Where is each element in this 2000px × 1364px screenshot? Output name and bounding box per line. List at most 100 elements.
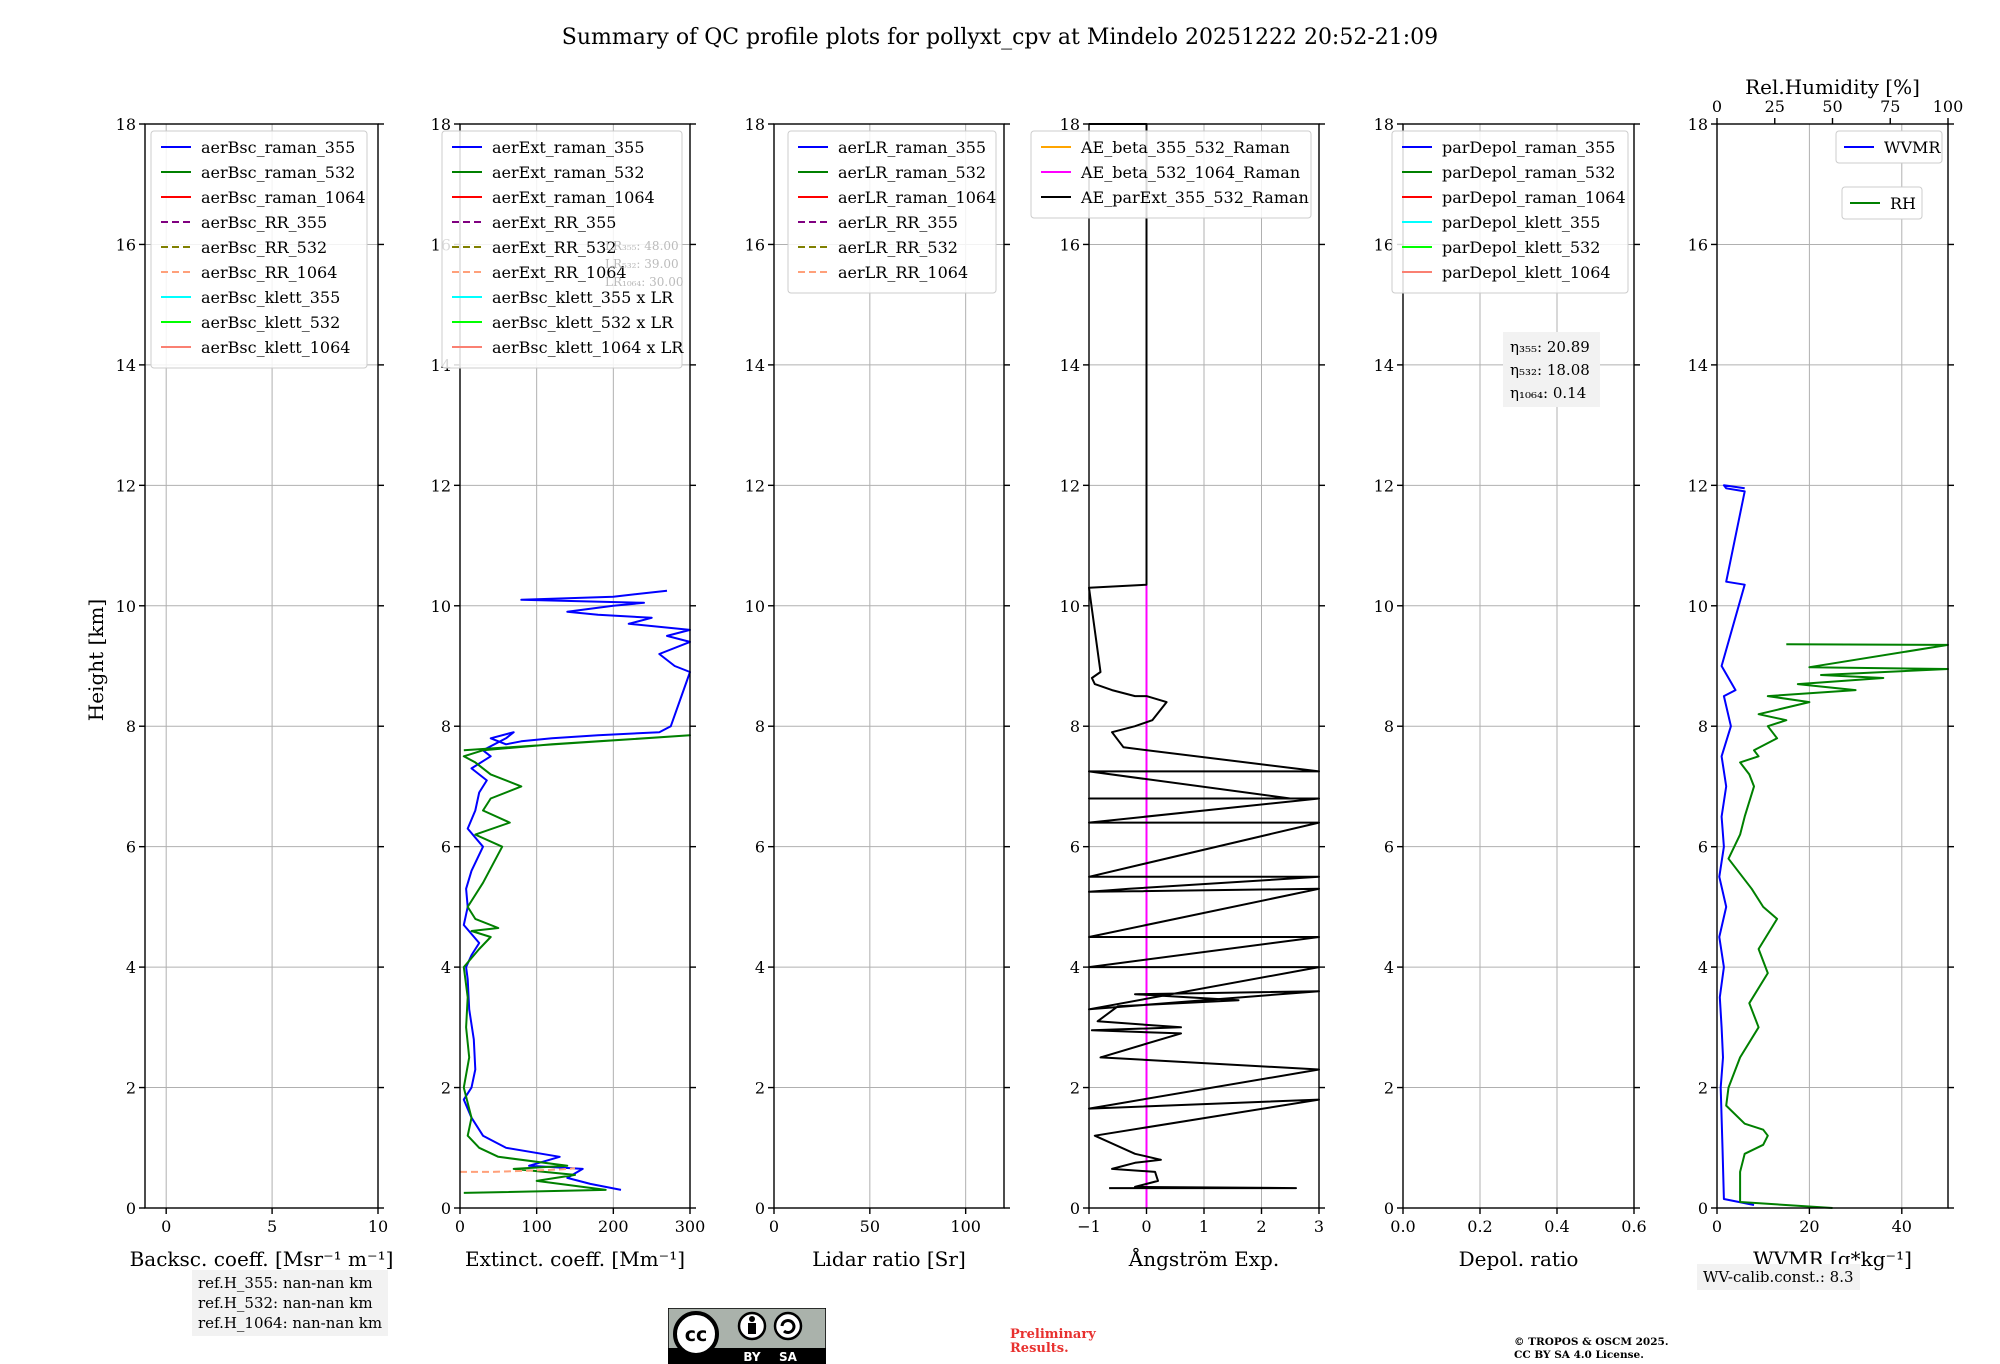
ytick-label-8: 8 xyxy=(1384,717,1394,736)
preliminary-line-1: Preliminary xyxy=(1010,1327,1096,1342)
xlabel-ae: Ångström Exp. xyxy=(1128,1246,1279,1271)
legend-entry: AE_beta_355_532_Raman xyxy=(1080,138,1290,157)
ytick-label-16: 16 xyxy=(1374,235,1394,254)
ytick-label-16: 16 xyxy=(745,235,765,254)
ytick-label-14: 14 xyxy=(1688,356,1708,375)
axes-frame xyxy=(1716,123,1949,1209)
ytick-label-4: 4 xyxy=(1698,958,1708,977)
ytick-label-18: 18 xyxy=(431,115,451,134)
legend-entry: aerExt_RR_1064 xyxy=(492,263,627,282)
legend-entry: aerExt_raman_1064 xyxy=(492,188,655,207)
legend-entry: parDepol_klett_532 xyxy=(1442,238,1600,257)
legend-entry: aerLR_RR_532 xyxy=(838,238,958,257)
legend-wv: WVMR RH xyxy=(1835,130,1943,220)
series-aerExt_raman_355 xyxy=(462,589,691,1191)
legend-entry: aerExt_raman_355 xyxy=(492,138,645,157)
ytick-label-4: 4 xyxy=(1070,958,1080,977)
top-tick-label-75: 75 xyxy=(1880,97,1900,116)
refh-355: ref.H_355: nan-nan km xyxy=(198,1274,373,1292)
legend-depol: parDepol_raman_355 parDepol_raman_532 parD… xyxy=(1391,130,1629,294)
legend-entry: aerExt_RR_532 xyxy=(492,238,616,257)
eta-note: η₃₅₅: 20.89 η₅₃₂: 18.08 η₁₀₆₄: 0.14 xyxy=(1503,332,1600,407)
ytick-label-10: 10 xyxy=(745,597,765,616)
eta-note-line: η₅₃₂: 18.08 xyxy=(1510,361,1590,379)
xtick-label-5: 5 xyxy=(267,1217,277,1236)
legend-entry: aerBsc_klett_532 x LR xyxy=(492,313,674,332)
height-axis-label: Height [km] xyxy=(84,599,108,721)
ytick-label-14: 14 xyxy=(1060,356,1080,375)
ytick-label-2: 2 xyxy=(1698,1079,1708,1098)
ytick-label-14: 14 xyxy=(1374,356,1394,375)
xtick-label-100: 100 xyxy=(521,1217,552,1236)
xtick-label--1: −1 xyxy=(1077,1217,1101,1236)
ytick-label-14: 14 xyxy=(116,356,136,375)
by-label: BY xyxy=(743,1350,760,1364)
ytick-label-8: 8 xyxy=(441,717,451,736)
ytick-label-10: 10 xyxy=(431,597,451,616)
xlabel-ext: Extinct. coeff. [Mm⁻¹] xyxy=(465,1247,685,1271)
figure-title: Summary of QC profile plots for pollyxt_… xyxy=(562,25,1438,50)
legend-ae: AE_beta_355_532_Raman AE_beta_532_1064_Ra… xyxy=(1030,130,1312,219)
legend-entry: aerExt_RR_355 xyxy=(492,213,616,232)
legend-lr: aerLR_raman_355 aerLR_raman_532 aerLR_rama… xyxy=(787,130,997,294)
ytick-label-0: 0 xyxy=(1384,1199,1394,1218)
xlabel-bsc: Backsc. coeff. [Msr⁻¹ m⁻¹] xyxy=(130,1247,394,1271)
xtick-label-300: 300 xyxy=(675,1217,706,1236)
ytick-label-10: 10 xyxy=(1374,597,1394,616)
xtick-label-0: 0 xyxy=(1712,1217,1722,1236)
top-axis-label: Rel.Humidity [%] xyxy=(1745,75,1920,99)
copyright-note: © TROPOS & OSCM 2025. CC BY SA 4.0 Licen… xyxy=(1514,1336,1669,1362)
legend-entry: aerBsc_RR_1064 xyxy=(201,263,337,282)
ytick-label-12: 12 xyxy=(745,476,765,495)
legend-entry: AE_beta_532_1064_Raman xyxy=(1080,163,1300,182)
reference-height-note: ref.H_355: nan-nan km ref.H_532: nan-nan… xyxy=(192,1270,389,1336)
copyright-line-1: © TROPOS & OSCM 2025. xyxy=(1514,1336,1669,1348)
xtick-label-0: 0 xyxy=(161,1217,171,1236)
legend-box xyxy=(787,130,997,294)
legend-box-rh xyxy=(1841,186,1923,220)
ytick-label-10: 10 xyxy=(1688,597,1708,616)
sa-label: SA xyxy=(779,1350,798,1364)
xtick-label-0.6: 0.6 xyxy=(1621,1217,1646,1236)
ytick-label-12: 12 xyxy=(1688,476,1708,495)
legend-entry: aerBsc_RR_355 xyxy=(201,213,327,232)
ytick-label-10: 10 xyxy=(116,597,136,616)
xtick-label-40: 40 xyxy=(1892,1217,1912,1236)
ytick-label-0: 0 xyxy=(441,1199,451,1218)
ytick-label-4: 4 xyxy=(1384,958,1394,977)
series-aerExt_RR_1064 xyxy=(460,1167,576,1173)
legend-entry: aerBsc_RR_532 xyxy=(201,238,327,257)
cc-logo-text: cc xyxy=(685,1324,708,1346)
legend-entry: WVMR xyxy=(1884,138,1941,157)
wv-calibration-note: WV-calib.const.: 8.3 xyxy=(1697,1264,1860,1290)
xtick-label-0: 0 xyxy=(1141,1217,1151,1236)
ytick-label-16: 16 xyxy=(1060,235,1080,254)
legend-box xyxy=(441,130,683,369)
ytick-label-12: 12 xyxy=(116,476,136,495)
axes-frame xyxy=(773,123,1005,1209)
wv-calib-text: WV-calib.const.: 8.3 xyxy=(1703,1268,1854,1286)
ytick-label-8: 8 xyxy=(755,717,765,736)
legend-entry: parDepol_raman_355 xyxy=(1442,138,1615,157)
axes-frame xyxy=(459,123,691,1209)
xlabel-lr: Lidar ratio [Sr] xyxy=(812,1247,966,1271)
cc-by-sa-badge: cc BY SA xyxy=(668,1308,826,1364)
legend-entry: aerBsc_raman_355 xyxy=(201,138,355,157)
ytick-label-4: 4 xyxy=(126,958,136,977)
ytick-label-18: 18 xyxy=(745,115,765,134)
ytick-label-0: 0 xyxy=(1070,1199,1080,1218)
top-tick-label-0: 0 xyxy=(1712,97,1722,116)
axes-frame xyxy=(1402,123,1635,1209)
lr-note: LR₅₃₂: 39.00 xyxy=(605,257,679,271)
eta-note-box xyxy=(1503,332,1600,407)
legend-box xyxy=(150,130,368,369)
xtick-label-2: 2 xyxy=(1256,1217,1266,1236)
ytick-label-0: 0 xyxy=(755,1199,765,1218)
xlabel-depol: Depol. ratio xyxy=(1459,1247,1579,1271)
share-alike-icon xyxy=(773,1311,803,1341)
legend-entry: aerLR_RR_1064 xyxy=(838,263,968,282)
xtick-label-1: 1 xyxy=(1199,1217,1209,1236)
legend-entry: parDepol_klett_355 xyxy=(1442,213,1600,232)
